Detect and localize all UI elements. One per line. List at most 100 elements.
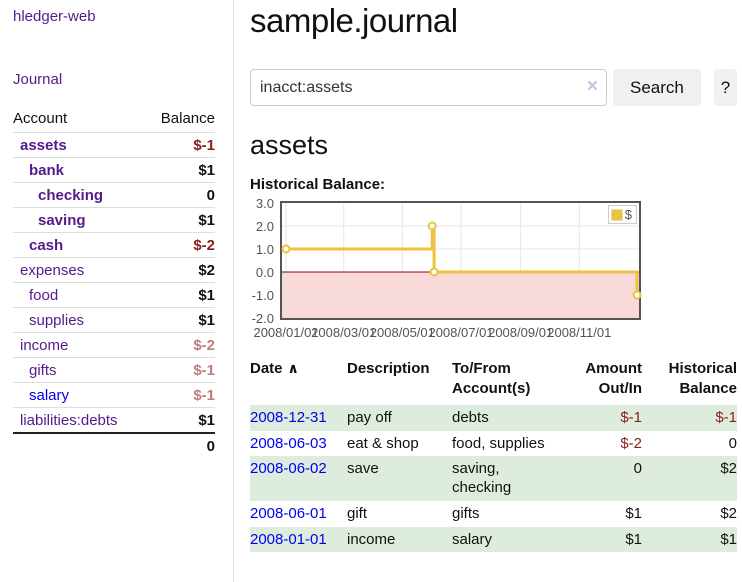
account-link[interactable]: food bbox=[29, 287, 59, 304]
y-tick-label: 0.0 bbox=[255, 265, 274, 280]
chart-legend: $ bbox=[607, 205, 637, 224]
account-link[interactable]: cash bbox=[29, 237, 64, 254]
account-link[interactable]: expenses bbox=[20, 262, 85, 279]
y-tick-label: -1.0 bbox=[251, 288, 274, 303]
account-balance: $1 bbox=[146, 307, 215, 333]
account-row: food $1 bbox=[13, 282, 215, 308]
transaction-balance: $-1 bbox=[715, 408, 737, 426]
search-input[interactable] bbox=[250, 69, 607, 106]
transaction-accounts: saving, checking bbox=[452, 460, 512, 497]
transaction-description: gift bbox=[347, 504, 368, 522]
page-title: sample.journal bbox=[250, 2, 458, 39]
transaction-date-link[interactable]: 2008-01-01 bbox=[250, 530, 327, 548]
account-row: income $-2 bbox=[13, 332, 215, 358]
transaction-description: income bbox=[347, 530, 396, 548]
x-tick-label: 2008/07/01 bbox=[428, 325, 494, 340]
transaction-balance: $2 bbox=[720, 504, 737, 522]
x-tick-label: 2008/11/01 bbox=[547, 325, 612, 340]
register-header-row: Date ∧ Description To/From Account(s) Amo… bbox=[250, 357, 737, 405]
account-balance: $1 bbox=[146, 207, 215, 233]
transaction-row: 2008-01-01 income salary $1 $1 bbox=[250, 526, 737, 553]
chart-title: Historical Balance: bbox=[250, 176, 386, 193]
transaction-amount: $-1 bbox=[620, 408, 642, 426]
account-row: gifts $-1 bbox=[13, 357, 215, 383]
transaction-row: 2008-12-31 pay off debts $-1 $-1 bbox=[250, 404, 737, 431]
search-bar: × Search ? bbox=[250, 69, 737, 106]
sort-ascending-icon: ∧ bbox=[287, 360, 299, 376]
account-balance: 0 bbox=[146, 182, 215, 208]
transaction-date-link[interactable]: 2008-06-01 bbox=[250, 504, 327, 522]
account-link[interactable]: supplies bbox=[29, 312, 85, 329]
account-balance: $1 bbox=[146, 157, 215, 183]
x-tick-label: 2008/03/01 bbox=[311, 325, 377, 340]
clear-search-icon[interactable]: × bbox=[586, 76, 598, 97]
transaction-amount: 0 bbox=[633, 460, 642, 478]
register-table: Date ∧ Description To/From Account(s) Amo… bbox=[250, 357, 737, 553]
account-row: checking 0 bbox=[13, 182, 215, 208]
col-date-label: Date bbox=[250, 360, 283, 377]
account-row: expenses $2 bbox=[13, 257, 215, 283]
account-link[interactable]: liabilities:debts bbox=[20, 412, 118, 429]
sidebar: hledger-web Journal Account Balance asse… bbox=[0, 0, 234, 582]
accounts-total-row: 0 bbox=[13, 432, 215, 458]
transaction-amount: $1 bbox=[625, 504, 642, 522]
y-tick-label: -2.0 bbox=[251, 311, 274, 326]
transaction-balance: 0 bbox=[728, 434, 737, 452]
y-tick-label: 3.0 bbox=[255, 196, 274, 211]
transaction-accounts: salary bbox=[452, 530, 493, 548]
transaction-description: eat & shop bbox=[347, 434, 419, 452]
col-description: Description bbox=[347, 360, 430, 377]
transaction-description: save bbox=[347, 460, 379, 478]
col-amount: Amount Out/In bbox=[585, 360, 642, 397]
account-row: supplies $1 bbox=[13, 307, 215, 333]
y-axis-labels: 3.0 2.0 1.0 0.0 -1.0 -2.0 bbox=[250, 197, 274, 326]
transaction-accounts: food, supplies bbox=[452, 434, 545, 452]
historical-balance-chart: 3.0 2.0 1.0 0.0 -1.0 -2.0 $ 2008/01/01 2008/03… bbox=[250, 197, 737, 343]
account-column-header: Account bbox=[13, 110, 68, 127]
x-tick-label: 2008/09/01 bbox=[488, 325, 554, 340]
transaction-balance: $2 bbox=[720, 460, 737, 478]
transaction-date-link[interactable]: 2008-06-02 bbox=[250, 460, 327, 478]
account-balance: $1 bbox=[146, 407, 215, 433]
account-heading: assets bbox=[250, 130, 329, 160]
account-link[interactable]: assets bbox=[20, 137, 67, 154]
main-content: sample.journal × Search ? assets Histori… bbox=[250, 0, 737, 553]
x-tick-label: 2008/05/01 bbox=[369, 325, 435, 340]
account-link[interactable]: checking bbox=[38, 187, 104, 204]
account-balance: $1 bbox=[146, 282, 215, 308]
brand-link[interactable]: hledger-web bbox=[13, 8, 96, 25]
help-button[interactable]: ? bbox=[713, 69, 737, 106]
x-tick-label: 2008/01/01 bbox=[253, 325, 319, 340]
account-link[interactable]: gifts bbox=[29, 362, 57, 379]
y-tick-label: 1.0 bbox=[255, 242, 274, 257]
col-balance: Historical Balance bbox=[668, 360, 737, 397]
account-link[interactable]: bank bbox=[29, 162, 65, 179]
account-link[interactable]: saving bbox=[38, 212, 86, 229]
transaction-date-link[interactable]: 2008-12-31 bbox=[250, 408, 327, 426]
account-row: cash $-2 bbox=[13, 232, 215, 258]
transaction-accounts: debts bbox=[452, 408, 489, 426]
balance-column-header: Balance bbox=[160, 110, 215, 127]
account-row: salary $-1 bbox=[13, 382, 215, 408]
search-button[interactable]: Search bbox=[613, 69, 701, 106]
balance-line-series bbox=[281, 203, 642, 318]
account-row: assets $-1 bbox=[13, 132, 215, 158]
y-tick-label: 2.0 bbox=[255, 219, 274, 234]
transaction-description: pay off bbox=[347, 408, 392, 426]
account-balance: $-1 bbox=[146, 357, 215, 383]
account-link[interactable]: income bbox=[20, 337, 69, 354]
col-date-sort[interactable]: Date ∧ bbox=[250, 357, 347, 405]
transaction-date-link[interactable]: 2008-06-03 bbox=[250, 434, 327, 452]
account-link[interactable]: salary bbox=[29, 387, 70, 404]
chart-plot-area: $ bbox=[280, 201, 642, 320]
sidebar-item-journal[interactable]: Journal bbox=[13, 71, 63, 88]
series-label: $ bbox=[624, 207, 632, 222]
transaction-row: 2008-06-03 eat & shop food, supplies $-2… bbox=[250, 431, 737, 457]
series-swatch-icon bbox=[610, 208, 623, 221]
accounts-header-row: Account Balance bbox=[13, 106, 215, 133]
transaction-accounts: gifts bbox=[452, 504, 480, 522]
accounts-total-balance: 0 bbox=[146, 432, 215, 458]
account-row: bank $1 bbox=[13, 157, 215, 183]
account-balance: $2 bbox=[146, 257, 215, 283]
account-row: liabilities:debts $1 bbox=[13, 407, 215, 433]
